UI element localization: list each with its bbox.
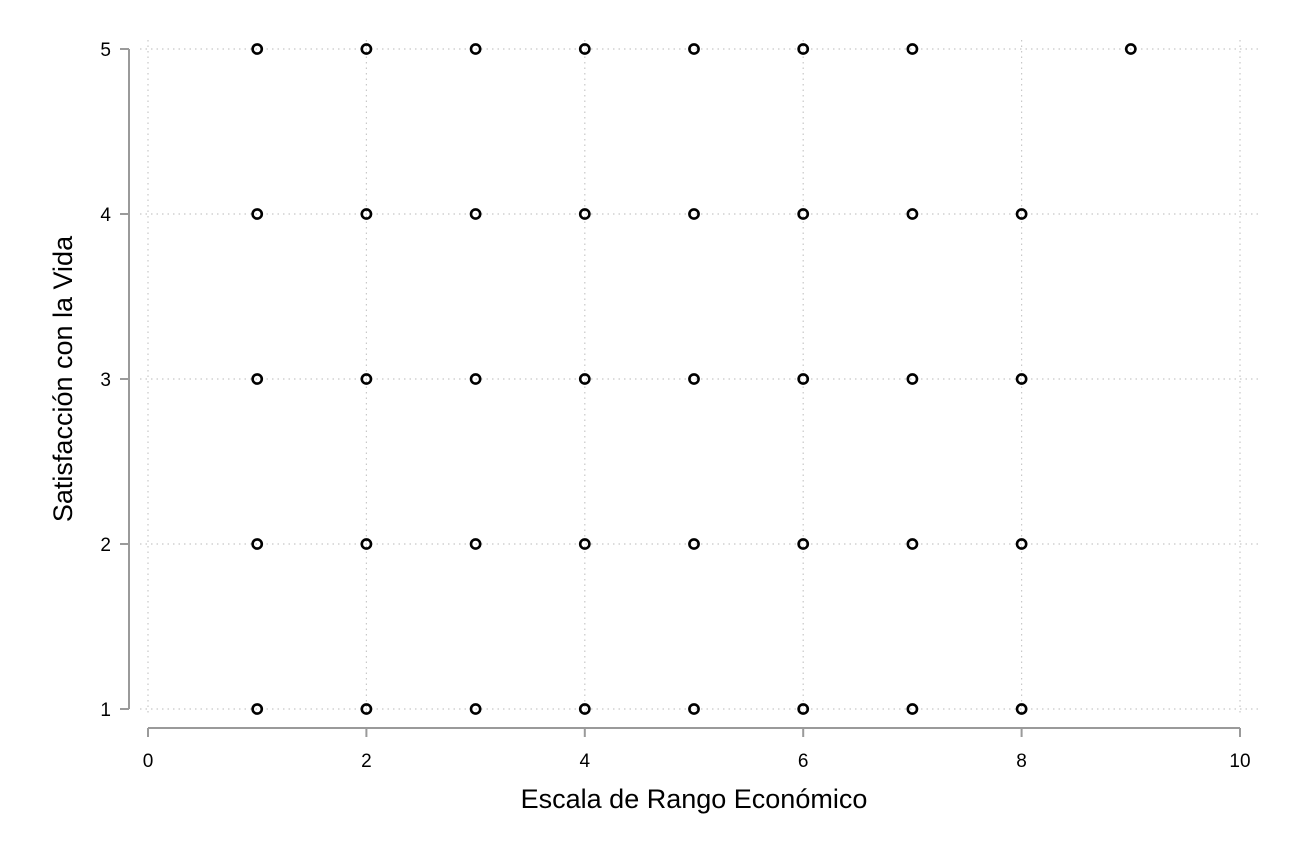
data-point [797, 208, 810, 220]
data-point [797, 373, 810, 385]
data-point [688, 538, 700, 550]
data-point [469, 373, 482, 385]
x-tick-label: 4 [580, 751, 591, 772]
x-tick-label: 2 [361, 751, 372, 772]
y-tick-label: 3 [100, 370, 111, 391]
data-point [1124, 43, 1137, 55]
data-points [251, 43, 1137, 715]
data-point [469, 208, 482, 220]
data-point [1015, 373, 1028, 385]
grid-lines [140, 40, 1262, 716]
data-point [906, 703, 919, 715]
data-point [251, 208, 264, 220]
data-point [578, 373, 591, 385]
data-point [251, 538, 264, 550]
data-point [1015, 538, 1028, 550]
data-point [469, 43, 482, 55]
x-tick-label: 0 [143, 751, 154, 772]
data-point [797, 43, 810, 55]
data-point [906, 43, 919, 55]
y-tick-label: 2 [100, 535, 111, 556]
x-tick-label: 6 [798, 751, 809, 772]
data-point [906, 208, 919, 220]
data-point [469, 703, 482, 715]
y-tick-label: 1 [100, 700, 111, 721]
data-point [360, 373, 373, 385]
data-point [1015, 703, 1028, 715]
data-point [1015, 208, 1028, 220]
x-tick-label: 10 [1229, 751, 1250, 772]
data-point [469, 538, 482, 550]
data-point [797, 703, 810, 715]
data-point [688, 43, 700, 55]
y-tick-label: 5 [100, 40, 111, 61]
data-point [360, 43, 373, 55]
data-point [360, 538, 373, 550]
data-point [251, 43, 264, 55]
y-axis-title: Satisfacción con la Vida [48, 235, 78, 522]
axes: 1 2 3 4 5 0 2 4 6 8 10 [100, 40, 1250, 772]
x-tick-label: 8 [1016, 751, 1027, 772]
x-axis-title: Escala de Rango Económico [521, 784, 868, 814]
data-point [797, 538, 810, 550]
data-point [360, 208, 373, 220]
data-point [578, 208, 591, 220]
data-point [251, 373, 264, 385]
y-tick-label: 4 [100, 205, 111, 226]
data-point [906, 538, 919, 550]
data-point [688, 373, 700, 385]
data-point [688, 208, 700, 220]
data-point [578, 538, 591, 550]
data-point [578, 43, 591, 55]
data-point [906, 373, 919, 385]
data-point [688, 703, 700, 715]
data-point [360, 703, 373, 715]
data-point [578, 703, 591, 715]
data-point [251, 703, 264, 715]
